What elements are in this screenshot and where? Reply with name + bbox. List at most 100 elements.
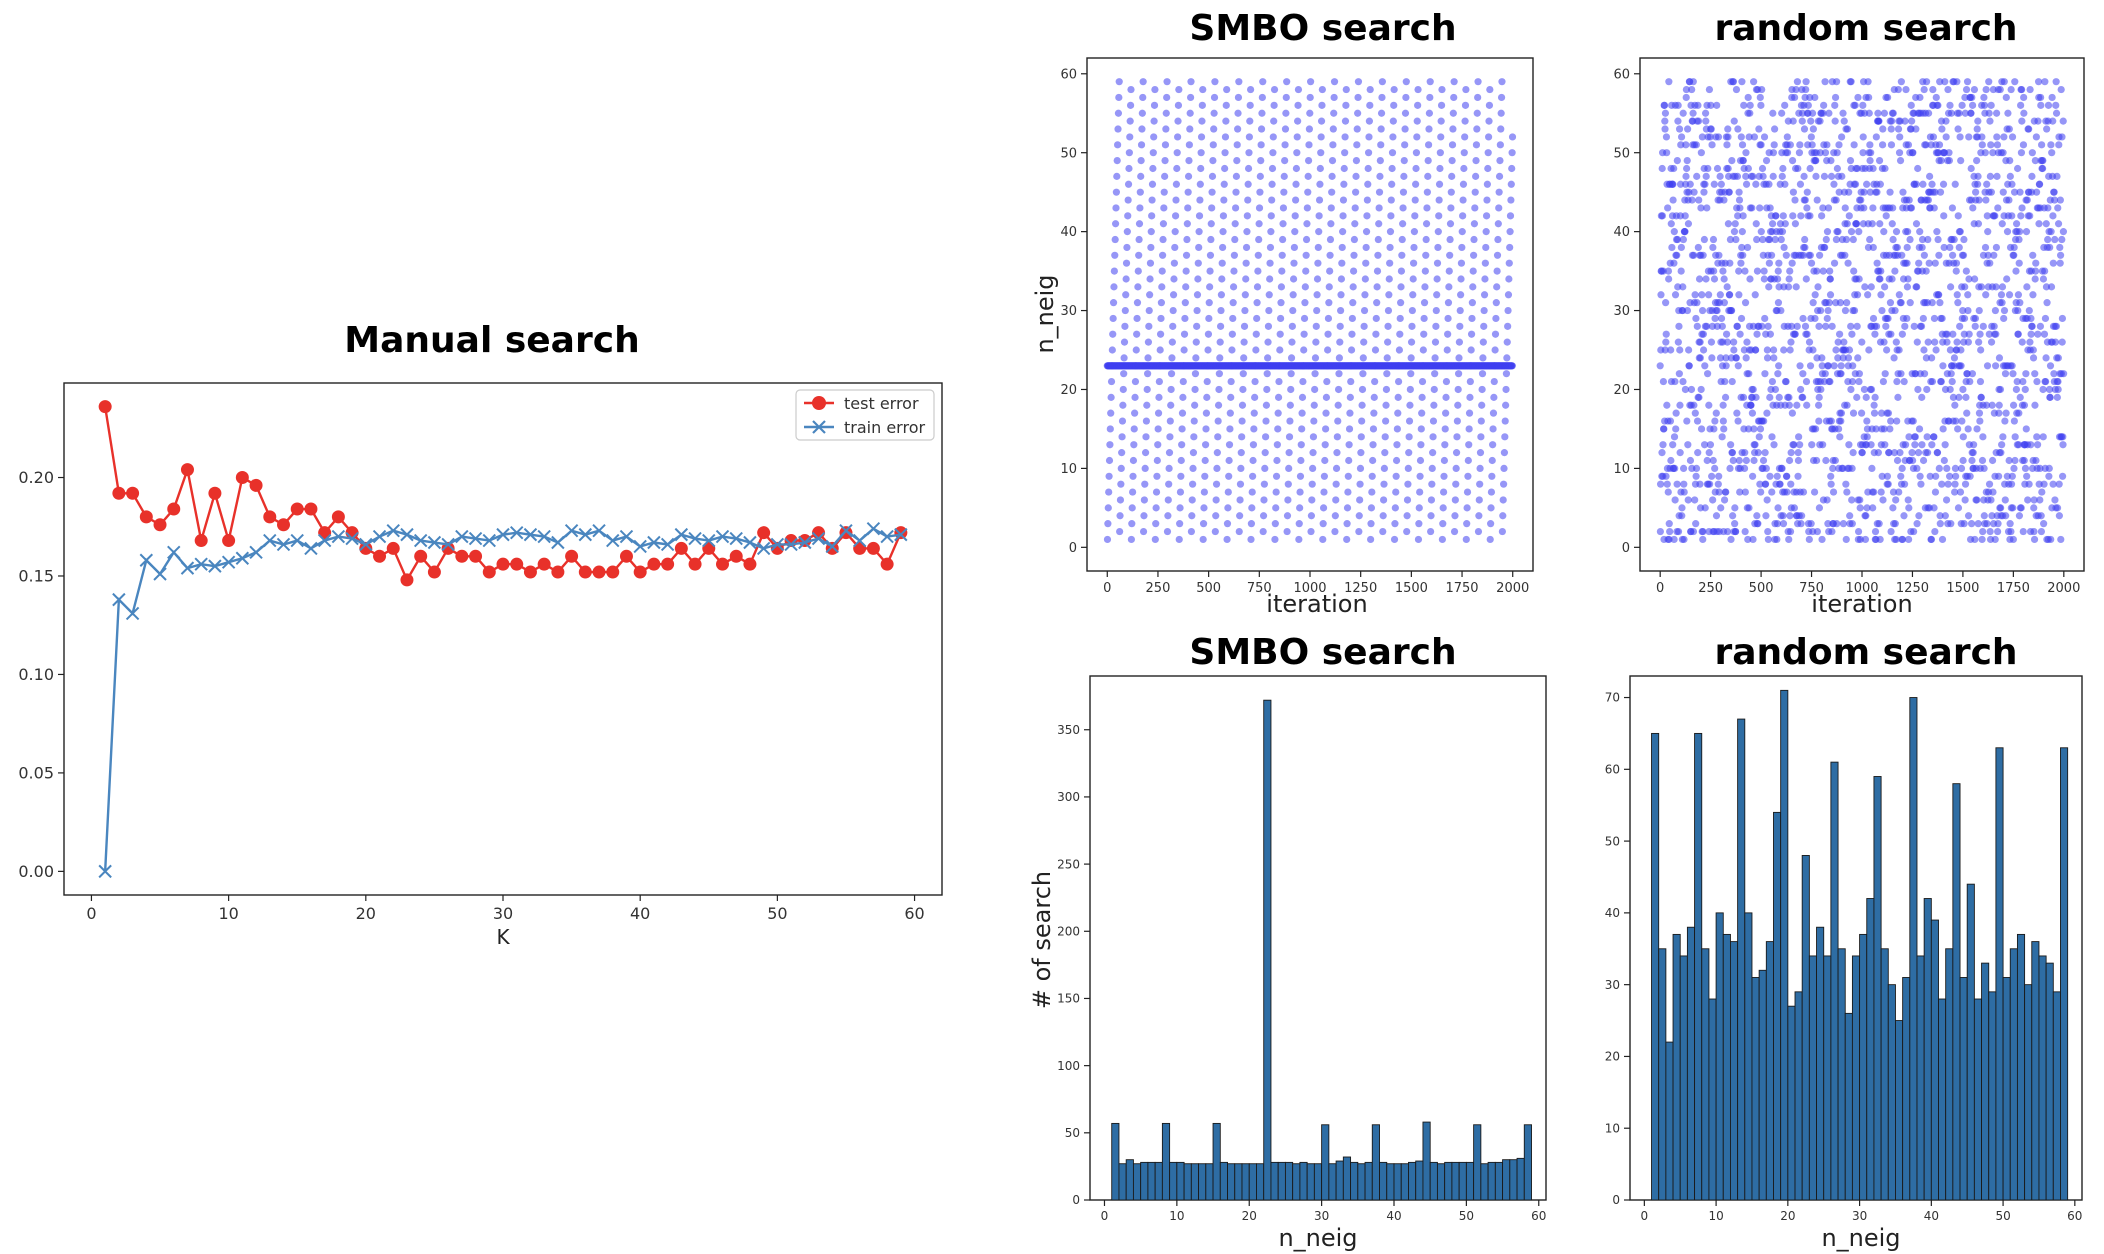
scatter-point bbox=[1289, 306, 1297, 315]
smbo-histogram-title: SMBO search bbox=[1189, 632, 1456, 673]
scatter-point bbox=[1875, 520, 1883, 528]
x-tick-label: 50 bbox=[767, 904, 787, 923]
scatter-point bbox=[1390, 535, 1399, 544]
scatter-point bbox=[1341, 149, 1349, 157]
scatter-point bbox=[1688, 85, 1696, 94]
scatter-point bbox=[1320, 472, 1328, 480]
scatter-point bbox=[1425, 109, 1434, 117]
histogram-bar bbox=[2009, 948, 2018, 1201]
scatter-point bbox=[1987, 101, 1995, 109]
legend-test-error-marker bbox=[812, 396, 826, 410]
scatter-point bbox=[1199, 535, 1207, 544]
scatter-point bbox=[1682, 172, 1690, 180]
scatter-point bbox=[1292, 164, 1301, 173]
scatter-point bbox=[1339, 196, 1348, 204]
scatter-point bbox=[2015, 259, 2023, 267]
histogram-bar bbox=[1415, 1160, 1424, 1201]
scatter-point bbox=[1307, 527, 1315, 536]
scatter-point bbox=[2017, 504, 2025, 512]
scatter-point bbox=[1794, 164, 1802, 173]
scatter-point bbox=[1131, 393, 1139, 401]
scatter-point bbox=[1759, 172, 1767, 180]
scatter-point bbox=[1853, 393, 1861, 401]
scatter-point bbox=[2019, 141, 2028, 149]
scatter-point bbox=[1738, 141, 1747, 149]
scatter-point bbox=[1122, 275, 1130, 283]
train-error-point bbox=[317, 533, 332, 548]
scatter-point bbox=[1277, 283, 1286, 291]
scatter-point bbox=[1955, 393, 1963, 401]
scatter-point bbox=[1731, 220, 1739, 228]
scatter-point bbox=[1414, 101, 1422, 109]
scatter-point bbox=[1808, 441, 1816, 449]
scatter-point bbox=[1990, 322, 1998, 330]
scatter-point bbox=[1843, 220, 1851, 228]
scatter-point bbox=[1186, 109, 1194, 117]
scatter-point bbox=[1302, 267, 1310, 275]
scatter-point bbox=[2007, 480, 2016, 488]
train-error-point bbox=[537, 529, 551, 544]
scatter-point bbox=[1900, 377, 1908, 386]
scatter-point bbox=[1799, 370, 1807, 378]
scatter-point bbox=[1189, 464, 1197, 472]
scatter-point bbox=[1895, 488, 1903, 496]
scatter-point bbox=[1867, 385, 1876, 394]
scatter-point bbox=[1202, 409, 1211, 417]
scatter-point bbox=[1949, 251, 1957, 259]
y-tick-label: 350 bbox=[1057, 723, 1080, 737]
scatter-point bbox=[1748, 204, 1756, 212]
scatter-point bbox=[1928, 299, 1936, 307]
scatter-point bbox=[1929, 85, 1937, 94]
scatter-point bbox=[1667, 456, 1675, 465]
scatter-point bbox=[1811, 291, 1819, 299]
scatter-point bbox=[2036, 322, 2045, 330]
scatter-point bbox=[1439, 504, 1447, 512]
test-error-point bbox=[277, 518, 290, 532]
histogram-bar bbox=[1111, 1122, 1120, 1201]
scatter-point bbox=[1931, 338, 1939, 346]
scatter-point bbox=[1920, 85, 1928, 94]
scatter-point bbox=[1131, 377, 1140, 386]
scatter-point bbox=[1805, 338, 1814, 346]
scatter-point bbox=[1259, 512, 1268, 520]
scatter-point bbox=[1456, 306, 1464, 315]
scatter-point bbox=[1471, 204, 1479, 212]
scatter-point bbox=[1279, 235, 1287, 244]
scatter-point bbox=[1316, 180, 1324, 188]
scatter-point bbox=[1450, 527, 1459, 536]
scatter-point bbox=[1957, 157, 1965, 165]
scatter-point bbox=[1311, 370, 1319, 378]
scatter-point bbox=[1431, 370, 1439, 378]
scatter-point bbox=[1400, 172, 1408, 180]
scatter-point bbox=[1759, 456, 1768, 465]
scatter-point bbox=[1148, 196, 1156, 204]
scatter-point bbox=[1397, 267, 1406, 275]
scatter-point bbox=[1219, 243, 1227, 252]
scatter-point bbox=[1154, 425, 1162, 433]
scatter-point bbox=[1197, 164, 1205, 173]
scatter-point bbox=[1371, 377, 1379, 386]
test-error-point bbox=[469, 549, 483, 563]
scatter-point bbox=[1403, 527, 1411, 536]
smbo-scatter-xlabel: iteration bbox=[1266, 590, 1367, 618]
scatter-point bbox=[1726, 259, 1734, 267]
scatter-point bbox=[1967, 164, 1975, 173]
scatter-point bbox=[1760, 133, 1769, 141]
scatter-point bbox=[1690, 401, 1698, 409]
scatter-point bbox=[1322, 409, 1330, 417]
scatter-point bbox=[1987, 188, 1995, 196]
scatter-point bbox=[1170, 259, 1178, 267]
scatter-point bbox=[2052, 322, 2060, 330]
scatter-point bbox=[1113, 157, 1121, 165]
scatter-point bbox=[1822, 456, 1830, 465]
scatter-point bbox=[1971, 535, 1979, 544]
scatter-point bbox=[1692, 464, 1701, 472]
scatter-point bbox=[1985, 109, 1993, 117]
scatter-point bbox=[1146, 275, 1154, 283]
scatter-point bbox=[1911, 433, 1919, 441]
scatter-point bbox=[1768, 488, 1776, 496]
scatter-point bbox=[1171, 243, 1179, 252]
test-error-point bbox=[373, 549, 387, 563]
scatter-point bbox=[1789, 117, 1797, 125]
scatter-point bbox=[1217, 291, 1226, 299]
